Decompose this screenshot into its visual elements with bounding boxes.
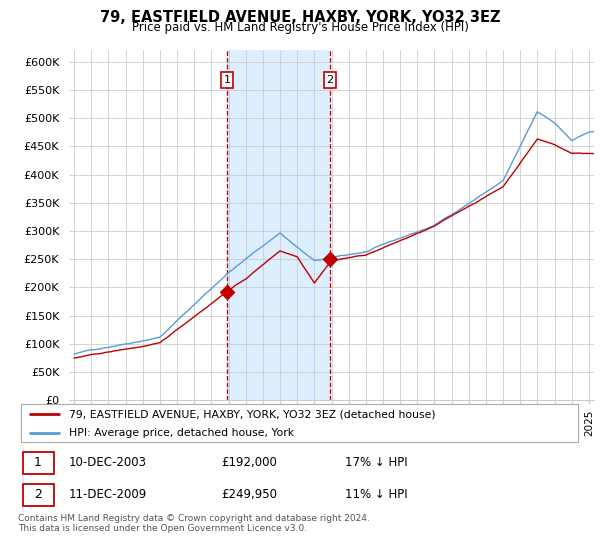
Text: 2: 2 xyxy=(34,488,42,501)
Text: £249,950: £249,950 xyxy=(221,488,277,501)
Text: HPI: Average price, detached house, York: HPI: Average price, detached house, York xyxy=(69,428,294,437)
Text: 1: 1 xyxy=(224,75,230,85)
Text: 17% ↓ HPI: 17% ↓ HPI xyxy=(345,456,408,469)
FancyBboxPatch shape xyxy=(23,451,53,474)
Text: Contains HM Land Registry data © Crown copyright and database right 2024.
This d: Contains HM Land Registry data © Crown c… xyxy=(18,514,370,534)
Text: 79, EASTFIELD AVENUE, HAXBY, YORK, YO32 3EZ: 79, EASTFIELD AVENUE, HAXBY, YORK, YO32 … xyxy=(100,10,500,25)
Bar xyxy=(227,50,330,400)
Text: 1: 1 xyxy=(34,456,42,469)
FancyBboxPatch shape xyxy=(21,404,578,442)
Text: 11% ↓ HPI: 11% ↓ HPI xyxy=(345,488,408,501)
Text: 10-DEC-2003: 10-DEC-2003 xyxy=(69,456,147,469)
Text: 79, EASTFIELD AVENUE, HAXBY, YORK, YO32 3EZ (detached house): 79, EASTFIELD AVENUE, HAXBY, YORK, YO32 … xyxy=(69,409,436,419)
Text: 2: 2 xyxy=(326,75,334,85)
Text: £192,000: £192,000 xyxy=(221,456,277,469)
FancyBboxPatch shape xyxy=(23,484,53,506)
Text: 11-DEC-2009: 11-DEC-2009 xyxy=(69,488,147,501)
Text: Price paid vs. HM Land Registry's House Price Index (HPI): Price paid vs. HM Land Registry's House … xyxy=(131,21,469,34)
